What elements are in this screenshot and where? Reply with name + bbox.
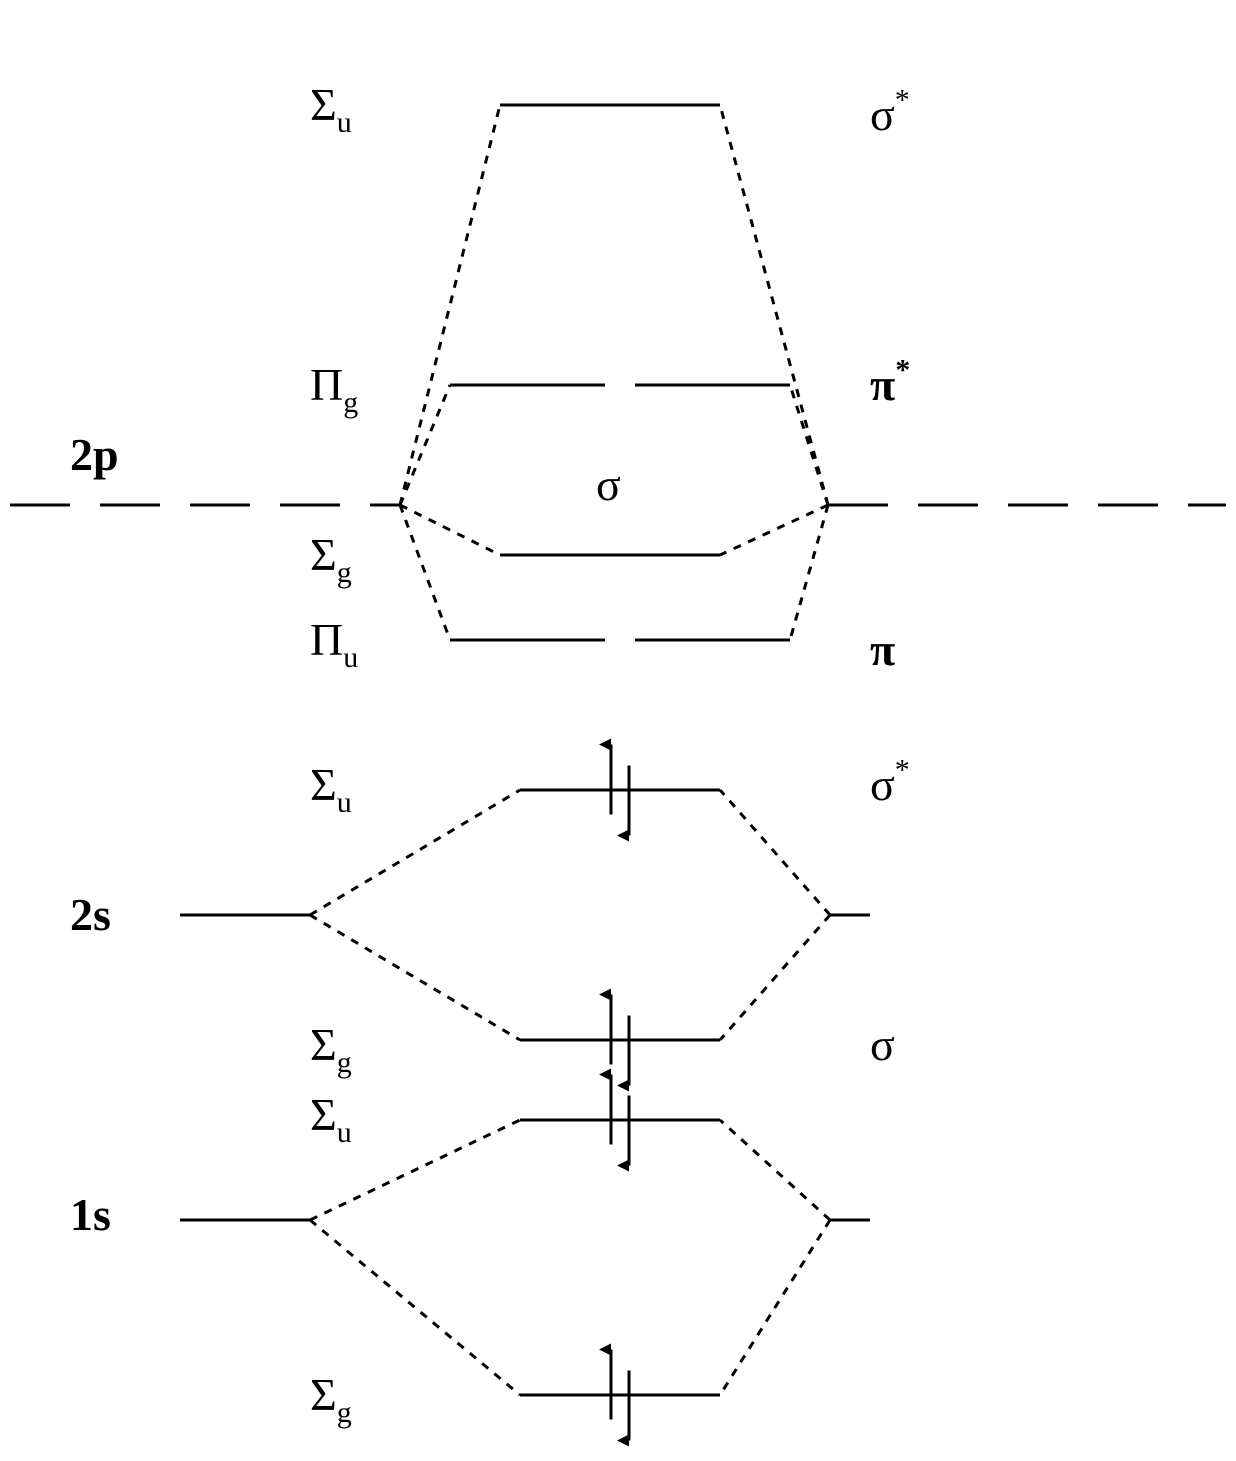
mo-label-sigma_star_2s: σ* [870, 753, 910, 810]
atomic-label-2s: 2s [70, 889, 111, 940]
mo-label-pi_star_2p: π* [870, 353, 910, 410]
atomic-label-2p: 2p [70, 429, 119, 480]
mo-label-pi_2p: π [870, 624, 895, 675]
correlation-left-1 [400, 385, 450, 505]
correlation-right-3 [790, 505, 828, 640]
correlation-left-7 [310, 1220, 520, 1395]
symmetry-label-sigma_u_2s: Σu [310, 759, 352, 819]
symmetry-label-pi_u_2p: Πu [310, 614, 358, 674]
atomic-label-1s: 1s [70, 1189, 111, 1240]
correlation-right-6 [720, 1120, 830, 1220]
correlation-left-5 [310, 915, 520, 1040]
correlation-right-4 [720, 790, 830, 915]
correlation-left-3 [400, 505, 450, 640]
symmetry-label-sigma_u_1s: Σu [310, 1089, 352, 1149]
mo-label-sigma_2s: σ [870, 1019, 895, 1070]
mo-diagram: 2p 2s 1s Σu Πg Σg Πu Σu Σg Σu Σg σ* π* σ π σ* σ [0, 0, 1236, 1461]
correlation-left-0 [400, 105, 500, 505]
correlation-right-5 [720, 915, 830, 1040]
correlation-right-2 [720, 505, 828, 555]
correlation-right-0 [720, 105, 828, 505]
symmetry-label-sigma_g_1s: Σg [310, 1369, 352, 1429]
mo-label-sigma_star_2p: σ* [870, 83, 910, 140]
correlation-right-1 [790, 385, 828, 505]
symmetry-label-sigma_g_2p: Σg [310, 529, 352, 589]
symmetry-label-pi_g_2p: Πg [310, 359, 358, 419]
correlation-right-7 [720, 1220, 830, 1395]
symmetry-label-sigma_g_2s: Σg [310, 1019, 352, 1079]
mo-label-sigma_center: σ [596, 459, 621, 510]
correlation-left-2 [400, 505, 500, 555]
symmetry-label-sigma_u_2p: Σu [310, 79, 352, 139]
